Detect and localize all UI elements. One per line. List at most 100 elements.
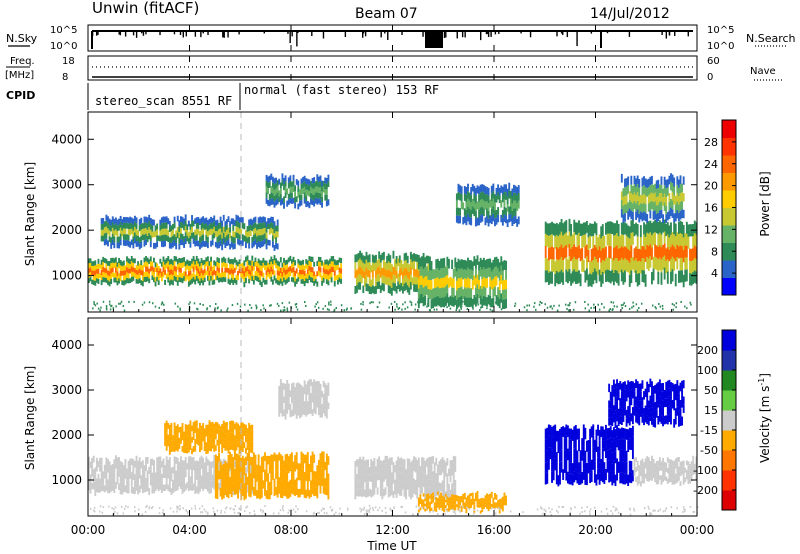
- heatmap-cell: [565, 446, 568, 459]
- heatmap-cell: [641, 478, 644, 484]
- heatmap-cell: [560, 244, 563, 257]
- heatmap-cell: [143, 465, 146, 472]
- colorbar-swatch: [722, 207, 736, 226]
- heatmap-cell: [170, 258, 173, 264]
- heatmap-cell: [425, 482, 428, 491]
- heatmap-cell: [162, 241, 165, 248]
- heatmap-cell: [89, 487, 92, 494]
- heatmap-cell: [657, 179, 660, 189]
- heatmap-cell: [121, 270, 124, 276]
- heatmap-cell: [381, 476, 384, 485]
- heatmap-cell: [505, 502, 507, 506]
- heatmap-cell: [145, 484, 147, 492]
- heatmap-cell: [105, 268, 108, 274]
- heatmap-cell: [494, 257, 496, 268]
- heatmap-cell: [208, 426, 211, 433]
- heatmap-cell: [681, 270, 684, 283]
- heatmap-cell: [173, 463, 176, 471]
- heatmap-cell: [194, 426, 197, 434]
- heatmap-cell: [300, 451, 303, 461]
- heatmap-cell: [627, 440, 630, 452]
- heatmap-cell: [179, 258, 182, 264]
- heatmap-cell: [197, 228, 200, 235]
- heatmap-cell: [608, 408, 611, 418]
- heatmap-cell: [199, 471, 201, 479]
- heatmap-cell: [211, 218, 214, 224]
- heatmap-cell: [597, 457, 599, 469]
- heatmap-cell: [646, 244, 649, 257]
- heatmap-cell: [427, 505, 430, 509]
- heatmap-cell: [394, 259, 396, 268]
- heatmap-cell: [118, 470, 121, 477]
- heatmap-cell: [463, 215, 466, 224]
- heatmap-cell: [416, 269, 419, 277]
- heatmap-cell: [649, 404, 652, 413]
- heatmap-cell: [682, 237, 685, 250]
- heatmap-cell: [194, 235, 197, 241]
- heatmap-cell: [406, 466, 409, 475]
- heatmap-cell: [622, 413, 625, 422]
- heatmap-cell: [137, 261, 140, 266]
- heatmap-cell: [482, 501, 485, 506]
- heatmap-cell: [470, 499, 473, 502]
- heatmap-cell: [127, 217, 130, 224]
- heatmap-cell: [646, 188, 649, 197]
- heatmap-cell: [562, 247, 565, 261]
- heatmap-cell: [611, 309, 614, 312]
- heatmap-cell: [252, 469, 255, 479]
- heatmap-cell: [500, 501, 503, 504]
- heatmap-cell: [360, 459, 363, 467]
- heatmap-cell: [652, 211, 655, 220]
- heatmap-cell: [267, 199, 270, 206]
- heatmap-cell: [300, 279, 303, 284]
- heatmap-cell: [214, 472, 217, 481]
- heatmap-cell: [330, 261, 333, 267]
- heatmap-cell: [516, 195, 519, 203]
- heatmap-cell: [647, 400, 650, 409]
- heatmap-cell: [248, 422, 251, 430]
- heatmap-cell: [302, 269, 304, 275]
- heatmap-cell: [457, 268, 460, 279]
- heatmap-cell: [254, 239, 257, 245]
- heatmap-cell: [568, 268, 571, 282]
- heatmap-cell: [627, 202, 630, 212]
- heatmap-cell: [283, 196, 285, 203]
- heatmap-cell: [435, 457, 438, 466]
- heatmap-cell: [302, 453, 304, 462]
- heatmap-cell: [195, 255, 198, 261]
- heatmap-cell: [449, 499, 452, 503]
- heatmap-cell: [660, 399, 663, 408]
- heatmap-cell: [91, 470, 94, 477]
- heatmap-cell: [268, 490, 271, 500]
- heatmap-cell: [252, 229, 255, 236]
- heatmap-cell: [644, 274, 647, 287]
- heatmap-cell: [589, 439, 592, 451]
- heatmap-cell: [100, 229, 103, 236]
- heatmap-cell: [165, 222, 168, 229]
- heatmap-cell: [624, 428, 626, 440]
- heatmap-cell: [633, 383, 636, 392]
- heatmap-cell: [113, 472, 116, 480]
- heatmap-cell: [133, 215, 136, 222]
- heatmap-cell: [192, 220, 195, 227]
- heatmap-cell: [235, 226, 238, 233]
- heatmap-cell: [284, 479, 287, 488]
- heatmap-cell: [606, 269, 609, 282]
- heatmap-cell: [303, 270, 306, 276]
- heatmap-cell: [433, 297, 436, 307]
- heatmap-cell: [310, 379, 312, 387]
- freq-tick-low: 8: [62, 72, 68, 83]
- heatmap-cell: [452, 497, 455, 501]
- heatmap-cell: [438, 260, 441, 271]
- heatmap-cell: [625, 204, 628, 214]
- heatmap-cell: [566, 271, 569, 284]
- heatmap-cell: [289, 265, 292, 272]
- heatmap-cell: [430, 500, 433, 505]
- heatmap-cell: [235, 477, 238, 487]
- heatmap-cell: [138, 268, 141, 274]
- heatmap-cell: [462, 202, 465, 210]
- heatmap-cell: [321, 410, 324, 418]
- heatmap-cell: [444, 266, 447, 277]
- heatmap-cell: [408, 473, 411, 482]
- heatmap-cell: [276, 186, 279, 193]
